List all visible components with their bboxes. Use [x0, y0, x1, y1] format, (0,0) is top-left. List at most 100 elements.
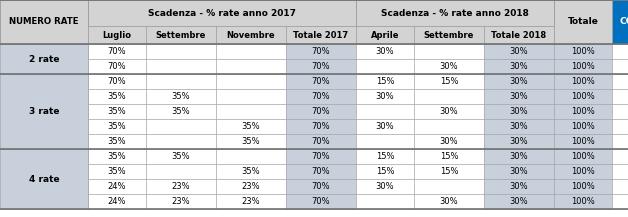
Text: 30%: 30%	[510, 77, 528, 86]
Text: 30%: 30%	[510, 182, 528, 191]
Bar	[554, 119, 612, 134]
Text: 100%: 100%	[571, 167, 595, 176]
Bar	[286, 164, 356, 179]
Text: Totale 2017: Totale 2017	[293, 31, 349, 39]
Bar	[414, 134, 484, 149]
Text: 30%: 30%	[510, 197, 528, 206]
Text: 70%: 70%	[107, 62, 126, 71]
Text: CODICE: CODICE	[620, 18, 628, 26]
Text: 15%: 15%	[376, 167, 394, 176]
Bar	[88, 59, 146, 74]
Bar	[146, 59, 216, 74]
Text: Settembre: Settembre	[156, 31, 206, 39]
Bar	[356, 149, 414, 164]
Text: 30%: 30%	[510, 122, 528, 131]
Text: Luglio: Luglio	[102, 31, 131, 39]
Text: 30%: 30%	[376, 182, 394, 191]
Bar	[484, 164, 554, 179]
Bar	[612, 149, 628, 164]
Bar	[88, 149, 146, 164]
Text: 15%: 15%	[376, 77, 394, 86]
Bar	[414, 194, 484, 209]
Bar	[146, 74, 216, 89]
Text: 30%: 30%	[510, 47, 528, 56]
Bar	[286, 74, 356, 89]
Bar	[356, 179, 414, 194]
Bar	[356, 44, 414, 59]
Bar	[484, 26, 554, 44]
Text: 70%: 70%	[311, 152, 330, 161]
Bar	[612, 104, 628, 119]
Bar	[554, 89, 612, 104]
Bar	[146, 89, 216, 104]
Bar	[146, 134, 216, 149]
Bar	[414, 179, 484, 194]
Bar	[484, 119, 554, 134]
Bar	[414, 44, 484, 59]
Bar	[484, 104, 554, 119]
Text: 24%: 24%	[108, 182, 126, 191]
Text: Aprile: Aprile	[371, 31, 399, 39]
Bar	[414, 104, 484, 119]
Bar	[146, 44, 216, 59]
Bar	[88, 104, 146, 119]
Text: 100%: 100%	[571, 92, 595, 101]
Bar	[216, 194, 286, 209]
Bar	[356, 119, 414, 134]
Text: 15%: 15%	[440, 152, 458, 161]
Text: 30%: 30%	[440, 107, 458, 116]
Bar	[146, 164, 216, 179]
Bar	[554, 194, 612, 209]
Text: 30%: 30%	[510, 137, 528, 146]
Text: 70%: 70%	[107, 77, 126, 86]
Text: 35%: 35%	[171, 92, 190, 101]
Bar	[216, 59, 286, 74]
Text: 70%: 70%	[107, 47, 126, 56]
Bar	[484, 89, 554, 104]
Bar	[612, 179, 628, 194]
Bar	[286, 44, 356, 59]
Bar	[612, 59, 628, 74]
Bar	[414, 74, 484, 89]
Bar	[216, 179, 286, 194]
Text: Settembre: Settembre	[424, 31, 474, 39]
Bar	[356, 164, 414, 179]
Text: 30%: 30%	[510, 107, 528, 116]
Bar	[554, 74, 612, 89]
Text: 70%: 70%	[311, 197, 330, 206]
Bar	[88, 194, 146, 209]
Bar	[484, 44, 554, 59]
Bar	[0, 74, 88, 149]
Bar	[88, 179, 146, 194]
Text: 30%: 30%	[440, 62, 458, 71]
Text: 23%: 23%	[242, 182, 261, 191]
Bar	[484, 74, 554, 89]
Bar	[484, 134, 554, 149]
Bar	[216, 119, 286, 134]
Bar	[216, 89, 286, 104]
Bar	[88, 134, 146, 149]
Bar	[612, 0, 628, 44]
Text: Scadenza - % rate anno 2018: Scadenza - % rate anno 2018	[381, 8, 529, 18]
Text: 2 rate: 2 rate	[29, 54, 59, 64]
Text: 35%: 35%	[242, 167, 261, 176]
Bar	[484, 194, 554, 209]
Text: NUMERO RATE: NUMERO RATE	[9, 18, 78, 26]
Bar	[216, 74, 286, 89]
Text: 4 rate: 4 rate	[29, 174, 59, 184]
Bar	[88, 44, 146, 59]
Bar	[286, 89, 356, 104]
Text: 100%: 100%	[571, 197, 595, 206]
Text: 100%: 100%	[571, 47, 595, 56]
Text: 70%: 70%	[311, 92, 330, 101]
Bar	[554, 44, 612, 59]
Bar	[286, 134, 356, 149]
Bar	[356, 0, 554, 26]
Bar	[0, 0, 88, 44]
Bar	[612, 134, 628, 149]
Bar	[356, 134, 414, 149]
Bar	[0, 149, 88, 209]
Bar	[554, 164, 612, 179]
Bar	[356, 74, 414, 89]
Text: 23%: 23%	[242, 197, 261, 206]
